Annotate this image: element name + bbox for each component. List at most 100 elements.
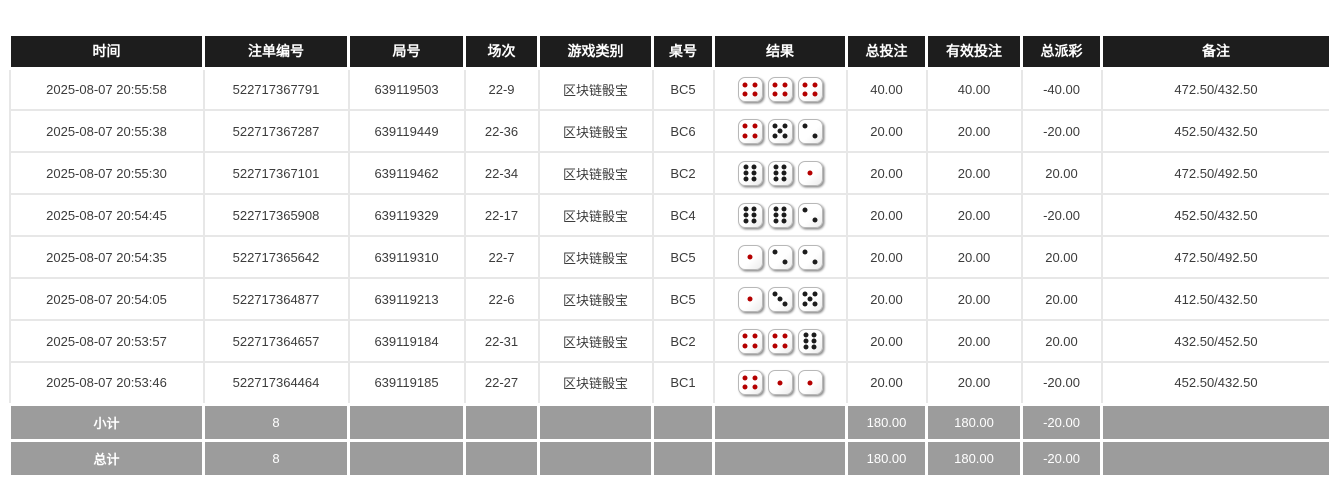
valid-bet-cell: 20.00: [925, 109, 1023, 153]
die-pip: [752, 375, 758, 381]
die-pip: [742, 123, 748, 129]
die-pip: [802, 291, 808, 297]
result-cell: [712, 109, 848, 153]
round-id-cell: 639119185: [347, 361, 466, 405]
die-icon-4: [737, 328, 763, 354]
column-header-game_type: 游戏类别: [537, 36, 654, 70]
die-pip: [781, 170, 787, 176]
total-payout-cell: -40.00: [1020, 67, 1103, 111]
die-pip: [781, 164, 787, 170]
dice-result: [737, 328, 823, 354]
game-type-cell: 区块链骰宝: [537, 235, 654, 279]
remark-cell: 472.50/492.50: [1100, 151, 1329, 195]
remark-cell: 472.50/432.50: [1100, 67, 1329, 111]
round-id-cell: 639119503: [347, 67, 466, 111]
die-icon-2: [797, 244, 823, 270]
table-row: 2025-08-07 20:54:45 522717365908 639119329…: [8, 193, 1329, 237]
die-pip: [751, 218, 757, 224]
time-cell: 2025-08-07 20:54:35: [8, 235, 205, 279]
column-header-time: 时间: [8, 36, 205, 70]
session-cell: 22-34: [463, 151, 540, 195]
table-id-cell: BC2: [651, 151, 715, 195]
round-id-cell: 639119462: [347, 151, 466, 195]
die-pip: [812, 133, 818, 139]
summary-empty-cell: [537, 402, 654, 442]
die-icon-2: [797, 202, 823, 228]
die-pip: [782, 343, 788, 349]
table-id-cell: BC5: [651, 235, 715, 279]
die-pip: [751, 206, 757, 212]
bet-id-cell: 522717367791: [202, 67, 350, 111]
table-row: 2025-08-07 20:53:46 522717364464 639119185…: [8, 361, 1329, 405]
summary-empty-cell: [463, 402, 540, 442]
die-icon-5: [767, 118, 793, 144]
summary-empty-cell: [651, 402, 715, 442]
summary-valid-bet-cell: 180.00: [925, 438, 1023, 478]
die-icon-1: [797, 370, 823, 396]
remark-cell: 452.50/432.50: [1100, 193, 1329, 237]
die-pip: [751, 176, 757, 182]
game-type-cell: 区块链骰宝: [537, 151, 654, 195]
session-cell: 22-6: [463, 277, 540, 321]
die-pip: [752, 133, 758, 139]
subtotal-row: 小计 8 180.00 180.00 -20.00: [8, 402, 1329, 442]
die-pip: [812, 91, 818, 97]
remark-cell: 412.50/432.50: [1100, 277, 1329, 321]
time-cell: 2025-08-07 20:54:45: [8, 193, 205, 237]
bet-id-cell: 522717367287: [202, 109, 350, 153]
session-cell: 22-27: [463, 361, 540, 405]
session-cell: 22-36: [463, 109, 540, 153]
round-id-cell: 639119449: [347, 109, 466, 153]
summary-empty-cell: [1100, 402, 1329, 442]
table-row: 2025-08-07 20:53:57 522717364657 639119184…: [8, 319, 1329, 363]
die-icon-3: [767, 286, 793, 312]
die-pip: [773, 164, 779, 170]
die-pip: [772, 123, 778, 129]
die-pip: [802, 123, 808, 129]
total-bet-cell: 20.00: [845, 235, 928, 279]
die-pip: [742, 343, 748, 349]
time-cell: 2025-08-07 20:55:58: [8, 67, 205, 111]
game-type-cell: 区块链骰宝: [537, 319, 654, 363]
die-pip: [812, 82, 818, 88]
die-pip: [782, 301, 788, 307]
die-pip: [752, 343, 758, 349]
die-pip: [811, 338, 817, 344]
bet-id-cell: 522717364877: [202, 277, 350, 321]
die-pip: [752, 384, 758, 390]
die-pip: [742, 82, 748, 88]
total-bet-cell: 20.00: [845, 319, 928, 363]
die-pip: [773, 206, 779, 212]
table-body: 2025-08-07 20:55:58 522717367791 639119503…: [8, 67, 1329, 478]
die-pip: [802, 82, 808, 88]
table-row: 2025-08-07 20:54:35 522717365642 639119310…: [8, 235, 1329, 279]
die-pip: [802, 91, 808, 97]
die-pip: [742, 133, 748, 139]
die-pip: [742, 384, 748, 390]
total-bet-cell: 20.00: [845, 109, 928, 153]
die-pip: [751, 212, 757, 218]
die-icon-5: [797, 286, 823, 312]
table-id-cell: BC6: [651, 109, 715, 153]
column-header-table_id: 桌号: [651, 36, 715, 70]
result-cell: [712, 151, 848, 195]
die-pip: [781, 176, 787, 182]
die-pip: [747, 254, 753, 260]
table-row: 2025-08-07 20:55:30 522717367101 639119462…: [8, 151, 1329, 195]
die-pip: [781, 218, 787, 224]
total-payout-cell: 20.00: [1020, 277, 1103, 321]
total-bet-cell: 20.00: [845, 151, 928, 195]
die-pip: [747, 296, 753, 302]
die-icon-1: [797, 160, 823, 186]
summary-total-bet-cell: 180.00: [845, 438, 928, 478]
die-icon-2: [767, 244, 793, 270]
bet-id-cell: 522717365908: [202, 193, 350, 237]
session-cell: 22-31: [463, 319, 540, 363]
total-payout-cell: -20.00: [1020, 109, 1103, 153]
valid-bet-cell: 20.00: [925, 277, 1023, 321]
total-payout-cell: -20.00: [1020, 193, 1103, 237]
die-pip: [772, 82, 778, 88]
die-pip: [782, 259, 788, 265]
die-pip: [752, 91, 758, 97]
time-cell: 2025-08-07 20:55:38: [8, 109, 205, 153]
